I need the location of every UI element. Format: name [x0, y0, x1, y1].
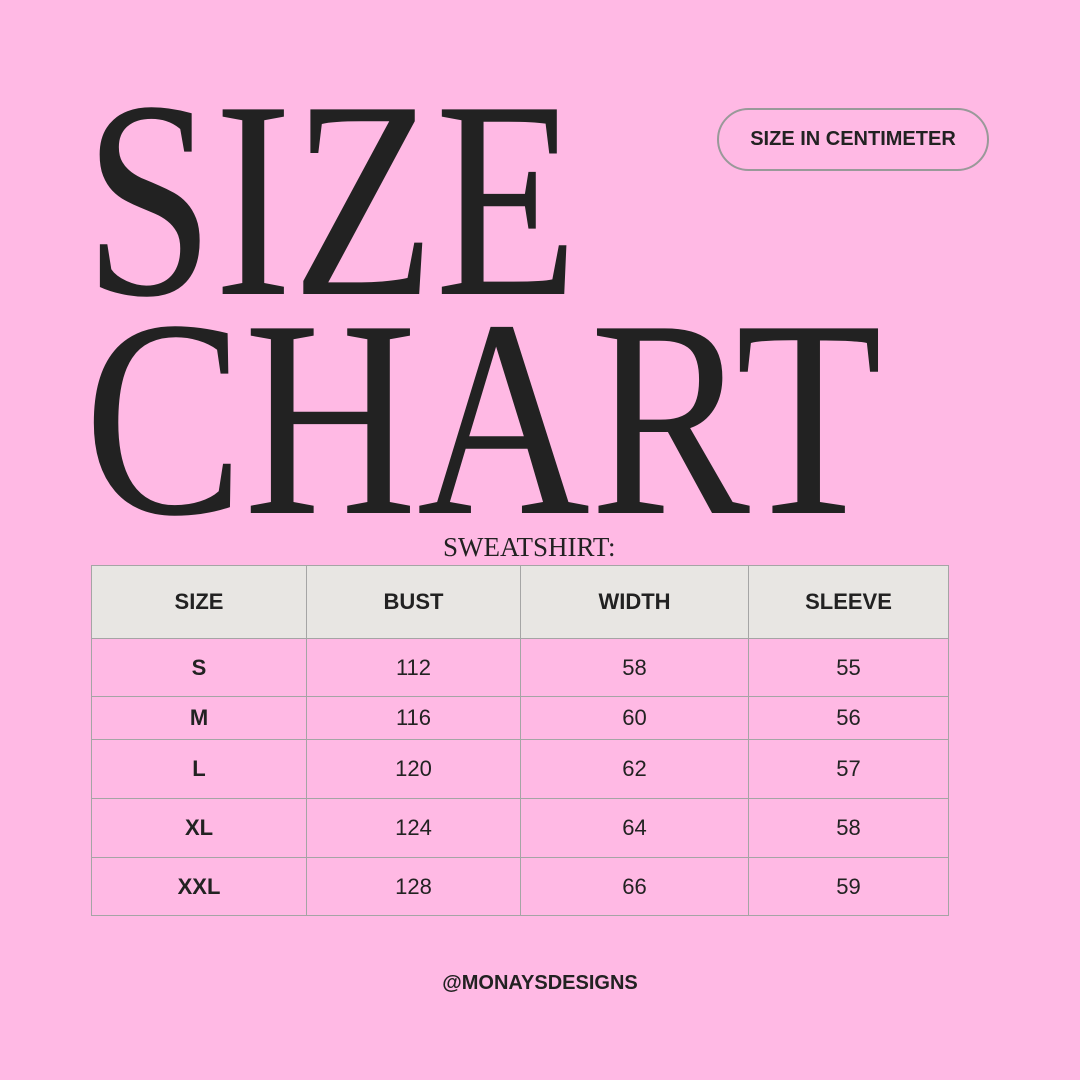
- garment-label: SWEATSHIRT:: [443, 532, 616, 562]
- size-table: SIZE BUST WIDTH SLEEVE S 112 58 55 M 116…: [91, 565, 949, 916]
- cell-bust: 112: [306, 638, 521, 697]
- header-bust: BUST: [306, 565, 521, 639]
- cell-width: 64: [520, 798, 749, 858]
- cell-width: 60: [520, 696, 749, 740]
- cell-sleeve: 57: [748, 739, 949, 799]
- cell-bust: 120: [306, 739, 521, 799]
- footer-handle: @MONAYSDESIGNS: [442, 972, 638, 994]
- title-line-2: CHART: [84, 262, 882, 574]
- title-line-1: SIZE: [84, 43, 579, 355]
- cell-size: M: [91, 696, 307, 740]
- table-row: XXL 128 66 59: [91, 857, 949, 916]
- table-row: M 116 60 56: [91, 696, 949, 740]
- cell-size: L: [91, 739, 307, 799]
- cell-sleeve: 59: [748, 857, 949, 916]
- table-row: XL 124 64 58: [91, 798, 949, 858]
- table-row: S 112 58 55: [91, 638, 949, 697]
- cell-size: XXL: [91, 857, 307, 916]
- header-sleeve: SLEEVE: [748, 565, 949, 639]
- cell-sleeve: 56: [748, 696, 949, 740]
- cell-bust: 124: [306, 798, 521, 858]
- cell-sleeve: 58: [748, 798, 949, 858]
- cell-bust: 116: [306, 696, 521, 740]
- cell-width: 66: [520, 857, 749, 916]
- cell-size: XL: [91, 798, 307, 858]
- cell-sleeve: 55: [748, 638, 949, 697]
- header-size: SIZE: [91, 565, 307, 639]
- unit-badge: SIZE IN CENTIMETER: [717, 108, 989, 171]
- cell-width: 58: [520, 638, 749, 697]
- table-header-row: SIZE BUST WIDTH SLEEVE: [91, 565, 949, 639]
- cell-bust: 128: [306, 857, 521, 916]
- cell-width: 62: [520, 739, 749, 799]
- cell-size: S: [91, 638, 307, 697]
- header-width: WIDTH: [520, 565, 749, 639]
- table-row: L 120 62 57: [91, 739, 949, 799]
